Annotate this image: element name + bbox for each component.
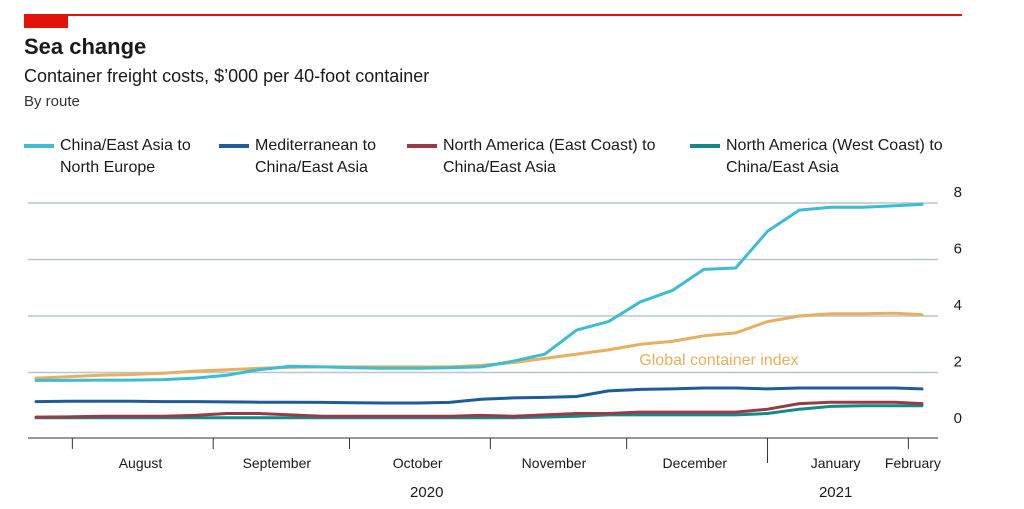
legend-label-line1: Mediterranean to	[255, 137, 376, 154]
axis-layer	[28, 437, 938, 463]
series-layer	[34, 202, 924, 420]
chart-subtitle: Container freight costs, $’000 per 40-fo…	[24, 66, 430, 86]
legend-label-line2: China/East Asia	[726, 159, 839, 176]
annotation-global-container-index: Global container index	[639, 352, 798, 369]
legend-swatch	[407, 144, 437, 148]
x-tick-label: August	[119, 455, 163, 471]
x-tick-label: September	[243, 455, 312, 471]
y-tick-label: 8	[954, 184, 962, 201]
chart-note: By route	[24, 93, 80, 110]
y-tick-label: 2	[954, 354, 962, 371]
grid-layer	[28, 202, 938, 374]
legend-label-line2: China/East Asia	[443, 159, 556, 176]
y-tick-label: 6	[954, 241, 962, 258]
series-line-na-east	[34, 400, 924, 419]
top-rule	[24, 14, 962, 16]
series-line-na-west	[34, 404, 924, 420]
legend-label-line2: North Europe	[60, 159, 156, 176]
chart-title: Sea change	[24, 34, 147, 59]
y-tick-label: 4	[954, 297, 962, 314]
label-layer: 0 2 4 6 8 August September October November Decem…	[119, 184, 962, 501]
series-line-china-north-europe	[34, 202, 924, 382]
x-tick-label: October	[393, 455, 443, 471]
series-line-mediterranean	[34, 386, 924, 405]
legend-swatch	[219, 144, 249, 148]
legend-swatch	[690, 144, 720, 148]
legend-label-line2: China/East Asia	[255, 159, 368, 176]
brand-tag	[24, 14, 68, 28]
legend-label-line1: China/East Asia to	[60, 137, 191, 154]
x-tick-label: January	[811, 455, 861, 471]
x-tick-label: December	[663, 455, 728, 471]
x-tick-label: November	[522, 455, 587, 471]
legend-label-line1: North America (East Coast) to	[443, 137, 656, 154]
legend-label-line1: North America (West Coast) to	[726, 137, 943, 154]
legend-swatch	[24, 144, 54, 148]
x-tick-label: February	[885, 455, 941, 471]
x-year-label: 2020	[410, 484, 443, 501]
x-year-label: 2021	[819, 484, 852, 501]
y-tick-label: 0	[954, 410, 962, 427]
